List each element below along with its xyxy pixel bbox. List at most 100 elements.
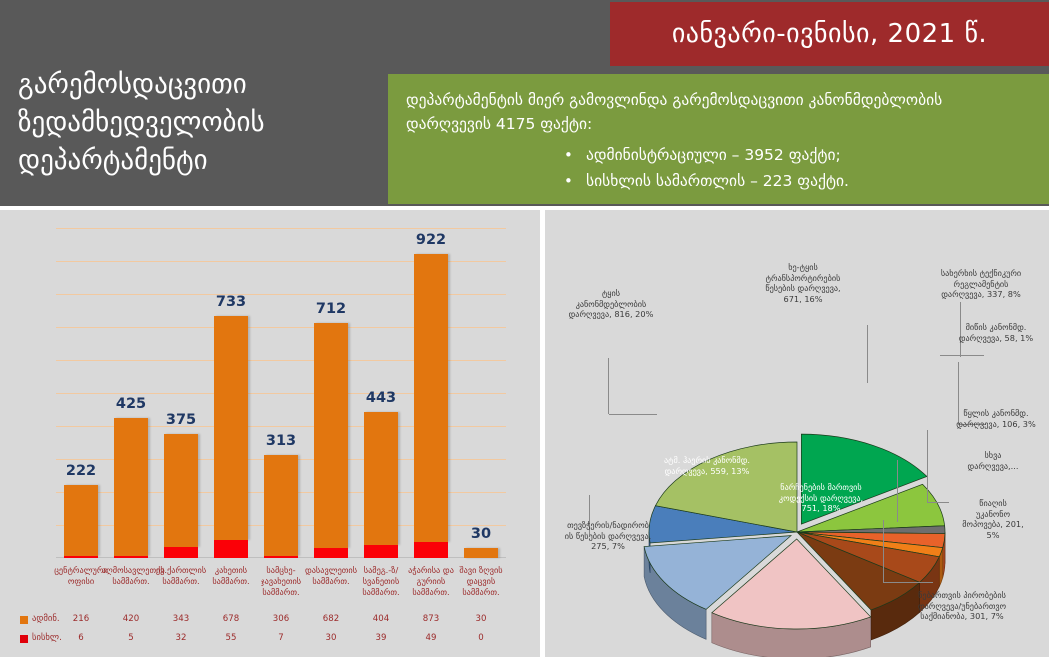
pie-plot-area: ხე-ტყის ტრანსპორტირების წესების დარღვევა… [545,210,1049,657]
bar-segment-criminal[interactable] [164,547,198,558]
pie-leader-line [609,414,657,415]
x-axis-label: ქვ.ქართლის სამმართ. [155,565,207,586]
bar-stack[interactable] [464,548,498,558]
pie-leader-line [897,460,898,522]
bar-segment-criminal[interactable] [314,548,348,558]
x-axis-label: კახეთის სამმართ. [212,565,250,586]
x-axis-label: აჭარისა და გურიის სამმართ. [408,565,454,597]
gridline [56,228,506,229]
legend-value-cell: 55 [225,633,237,643]
bar-segment-admin[interactable] [264,454,298,556]
bar-value-label: 313 [265,432,297,449]
bar-stack[interactable] [264,454,298,558]
pie-slice-label: ხე-ტყის ტრანსპორტირების წესების დარღვევა… [765,262,841,304]
gridline [56,327,506,328]
pie-leader-line [867,325,868,383]
bar-segment-admin[interactable] [464,548,498,558]
bar-stack[interactable] [364,411,398,558]
legend-value-cell: 682 [322,614,340,624]
bar-value-label: 922 [415,231,447,248]
bar-value-label: 30 [470,526,492,543]
legend-value-cell: 30 [475,614,487,624]
pie-chart-svg [643,433,946,657]
bar-value-label: 222 [65,462,97,479]
legend-row[interactable]: ადმინ. 216 420 343 678 306 682 404 873 30 [8,612,508,631]
pie-slice[interactable] [711,538,872,630]
legend-row[interactable]: სისხლ. 6 5 32 55 7 30 39 49 0 [8,631,508,650]
bar-segment-admin[interactable] [364,411,398,546]
bar-value-label: 375 [165,412,197,429]
pie-leader-line [883,582,933,583]
x-axis-label: შავი ზღვის დაცვის სამმართ. [459,565,503,597]
bar-segment-admin[interactable] [164,434,198,548]
pie-slice-label: ტყის კანონმდებლობის დარღვევა, 816, 20% [568,288,654,319]
legend-value-cell: 0 [478,633,484,643]
pie-leader-line [589,495,590,535]
bar-stack[interactable] [64,484,98,558]
legend-value-cell: 30 [325,633,337,643]
legend-value-cell: 7 [278,633,284,643]
pie-leader-line [960,302,961,357]
bar-segment-criminal[interactable] [364,545,398,558]
pie-slice[interactable] [801,433,928,525]
pie-slice[interactable] [654,441,798,533]
bullet-icon: • [564,172,573,190]
legend-series-name: ადმინ. [32,614,60,624]
pie-leader-line [927,502,949,503]
pie-slice-label: ნარჩენების მართვის კოდექსის დარღვევა, 75… [778,482,864,513]
legend-value-cell: 306 [272,614,290,624]
legend-value-cell: 873 [422,614,440,624]
x-axis-label: სამეგ.-ზ/სვანეთის სამმართ. [362,565,400,597]
legend-color-swatch [20,616,28,624]
gridline [56,261,506,262]
gridline [56,393,506,394]
bar-segment-admin[interactable] [114,417,148,557]
bar-legend-table: ადმინ. 216 420 343 678 306 682 404 873 30 სისხლ. 6 5… [8,612,508,650]
bar-segment-criminal[interactable] [64,556,98,558]
panel-divider [540,208,545,657]
bar-segment-admin[interactable] [314,323,348,549]
x-axis-label: ცენტრალური ოფისი [54,565,108,586]
pie-leader-line [958,362,959,424]
pie-slice-label: სახერხის ტექნიკური რეგლამენტის დარღვევა,… [940,268,1022,299]
department-title: გარემოსდაცვითი ზედამხედველობის დეპარტამე… [18,69,265,176]
x-axis-label: აღმოსავლეთის სამმართ. [102,565,165,586]
bar-value-label: 425 [115,395,147,412]
pie-slice[interactable] [643,535,793,610]
gridline [56,360,506,361]
bar-plot-area: 222 425 375 733 313 712 443 922 30 [56,228,506,558]
bar-category-axis: ცენტრალური ოფისი აღმოსავლეთის სამმართ. ქვ.… [54,565,506,611]
legend-color-swatch [20,635,28,643]
summary-list-item: • ადმინისტრაციული – 3952 ფაქტი; [406,142,1031,168]
bar-segment-criminal[interactable] [114,556,148,558]
legend-value-cell: 6 [78,633,84,643]
pie-slice-label: მიწის კანონმდ. დარღვევა, 58, 1% [958,322,1034,343]
bar-stack[interactable] [414,253,448,558]
bar-stack[interactable] [164,434,198,558]
bar-segment-admin[interactable] [414,253,448,542]
gridline [56,426,506,427]
pie-chart-panel: ხე-ტყის ტრანსპორტირების წესების დარღვევა… [545,208,1049,657]
summary-lead-text: დეპარტამენტის მიერ გამოვლინდა გარემოსდაც… [406,91,943,133]
bar-stack[interactable] [214,316,248,558]
bar-stack[interactable] [114,417,148,558]
summary-item-label: ადმინისტრაციული – 3952 ფაქტი; [586,146,841,164]
x-axis-label: სამცხე-ჯავახეთის სამმართ. [260,565,302,597]
legend-series-name: სისხლ. [32,633,62,643]
summary-item-label: სისხლის სამართლის – 223 ფაქტი. [586,172,849,190]
bar-chart-panel: 222 425 375 733 313 712 443 922 30 ცენტრალური ოფ… [0,208,540,657]
date-period-badge: იანვარი-ივნისი, 2021 წ. [610,2,1049,66]
bar-segment-admin[interactable] [64,484,98,557]
bar-segment-admin[interactable] [214,316,248,540]
legend-value-cell: 404 [372,614,390,624]
pie-slice-label: წიაღის უკანონო მოპოვება, 201, 5% [962,498,1024,540]
bar-segment-criminal[interactable] [264,555,298,558]
summary-box: დეპარტამენტის მიერ გამოვლინდა გარემოსდაც… [388,74,1049,204]
pie-slice-label: ნებართვის პირობების დარღვევა/უნებართვო ს… [917,590,1007,621]
bar-stack[interactable] [314,323,348,558]
pie-slice-label: წყლის კანონმდ. დარღვევა, 106, 3% [956,408,1036,429]
summary-list-item: • სისხლის სამართლის – 223 ფაქტი. [406,168,1031,194]
bar-segment-criminal[interactable] [414,541,448,558]
bar-segment-criminal[interactable] [214,539,248,558]
